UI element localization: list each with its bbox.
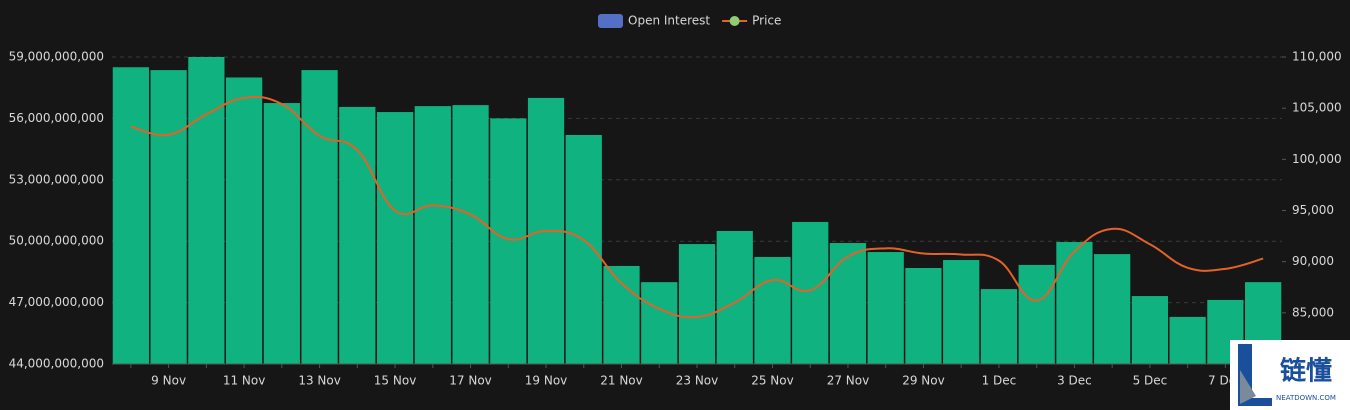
bar (641, 282, 678, 364)
y2-tick-label: 105,000 (1292, 101, 1342, 115)
y-tick-label: 44,000,000,000 (9, 357, 104, 371)
x-tick-label: 17 Nov (449, 374, 492, 388)
x-tick-label: 1 Dec (982, 374, 1017, 388)
x-tick-label: 21 Nov (600, 374, 643, 388)
x-tick-label: 23 Nov (676, 374, 719, 388)
legend-label: Open Interest (628, 14, 710, 28)
x-tick-label: 11 Nov (223, 374, 266, 388)
y2-tick-label: 100,000 (1292, 152, 1342, 166)
bar (188, 57, 225, 364)
y-tick-label: 47,000,000,000 (9, 295, 104, 309)
bar (301, 70, 338, 364)
bar (1169, 316, 1206, 364)
bar (225, 77, 263, 364)
bar (414, 106, 451, 365)
watermark-logo-shade (1240, 370, 1256, 404)
bar (1018, 264, 1055, 364)
bar (376, 112, 414, 365)
x-tick-label: 15 Nov (374, 374, 417, 388)
watermark: 链懂 NEATDOWN.COM (1230, 340, 1350, 410)
bar (716, 230, 753, 364)
y2-tick-label: 95,000 (1292, 203, 1334, 217)
bar (263, 103, 300, 365)
bar (565, 134, 602, 364)
y-tick-label: 56,000,000,000 (9, 111, 104, 125)
legend-swatch (598, 14, 623, 28)
bar (754, 256, 791, 364)
bar (829, 243, 867, 364)
y-tick-label: 50,000,000,000 (9, 234, 104, 248)
bar (1094, 254, 1131, 364)
x-tick-label: 27 Nov (827, 374, 870, 388)
bar (905, 268, 942, 364)
price-line (130, 95, 1264, 319)
bar (150, 70, 187, 364)
legend-dot (729, 16, 740, 26)
y-tick-label: 53,000,000,000 (9, 172, 104, 186)
bar (112, 67, 149, 364)
y-tick-label: 59,000,000,000 (9, 50, 104, 64)
watermark-text: 链懂 (1280, 356, 1332, 387)
x-tick-label: 5 Dec (1133, 374, 1168, 388)
x-tick-label: 25 Nov (751, 374, 794, 388)
bar (792, 221, 829, 364)
x-tick-label: 3 Dec (1057, 374, 1092, 388)
legend-label: Price (752, 14, 781, 28)
bar (678, 244, 716, 364)
watermark-subtext: NEATDOWN.COM (1276, 394, 1336, 402)
bar (339, 106, 376, 365)
bar (980, 289, 1018, 364)
x-tick-label: 19 Nov (525, 374, 568, 388)
bar (452, 105, 489, 364)
x-tick-label: 13 Nov (298, 374, 341, 388)
bar (1056, 242, 1093, 364)
x-tick-label: 29 Nov (902, 374, 945, 388)
bar (1131, 296, 1169, 364)
y2-tick-label: 85,000 (1292, 305, 1334, 319)
bar (943, 260, 980, 364)
bar (490, 118, 527, 365)
y2-tick-label: 110,000 (1292, 50, 1342, 64)
y2-tick-label: 90,000 (1292, 254, 1334, 268)
bar (867, 252, 904, 364)
bar (603, 265, 640, 364)
x-tick-label: 9 Nov (151, 374, 186, 388)
